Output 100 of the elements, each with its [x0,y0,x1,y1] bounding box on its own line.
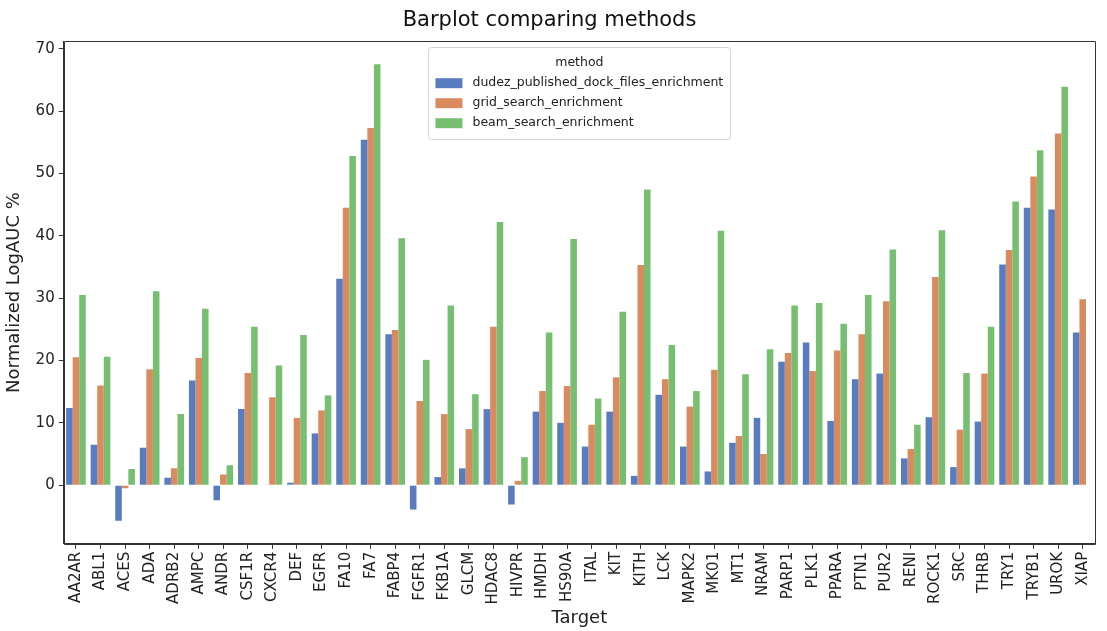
legend-label: beam_search_enrichment [472,114,634,130]
x-tick-label: MK01 [704,551,723,594]
x-tick-label: LCK [655,550,674,581]
x-tick-label: FKB1A [434,551,453,601]
bar [423,359,430,485]
bar [809,371,816,485]
bar [79,295,86,485]
bar [662,379,669,485]
bar [588,424,595,485]
bar [416,401,424,485]
bar [883,301,890,485]
bar [693,391,700,485]
x-axis-title: Target [550,605,608,627]
x-tick-label: SRC [949,551,968,582]
bar [753,417,761,485]
bar [612,377,620,485]
bar [514,480,522,485]
bar [766,349,774,485]
bar [1030,176,1037,485]
bar [981,373,988,485]
bar [177,414,185,485]
x-tick-label: AA2AR [65,551,84,603]
x-tick-label: DEF [286,551,305,582]
bar [409,485,417,510]
bar [373,64,381,485]
bar [434,477,442,485]
bar [827,420,834,485]
x-tick-label: UROK [1048,550,1067,595]
x-tick-label: HIVPR [507,551,526,598]
bar [521,457,528,485]
x-tick-label: FABP4 [385,551,404,599]
bar [742,374,749,485]
bar [300,334,307,485]
bar [833,350,841,485]
bar [188,380,196,485]
x-tick-label: KITH [630,551,649,587]
bar [195,357,203,485]
bar [532,411,540,485]
bar [226,465,234,485]
bar [90,444,98,485]
x-tick-label: NRAM [753,551,772,597]
x-tick-label: ITAL [581,551,600,583]
bar [925,417,933,485]
x-tick-label: ROCK1 [925,551,944,604]
legend-title: method [555,54,604,70]
bar [336,278,343,485]
bar [963,372,970,485]
bar [539,391,546,485]
x-tick-label: PPARA [827,551,846,600]
bar [760,454,767,485]
bar [570,238,577,485]
bar [686,406,694,485]
x-tick-label: ANDR [213,551,232,596]
bar [557,422,564,485]
bar [385,334,392,485]
bar [999,264,1006,485]
x-tick-label: TRYB1 [1023,551,1042,601]
bar [858,334,865,485]
bar [139,447,147,485]
x-tick-label: PARP1 [777,551,796,600]
bar [490,326,497,485]
bar [97,385,104,485]
bar [1072,332,1080,485]
bar [496,222,504,485]
bar [360,139,368,485]
bar [128,468,135,485]
bar [680,446,687,485]
bar [655,394,663,485]
x-tick-label: CSF1R [237,551,256,601]
bar [447,305,455,485]
bar [987,326,995,485]
x-tick-label: PUR2 [876,551,895,592]
legend-label: dudez_published_dock_files_enrichment [472,74,724,90]
bar [956,429,964,485]
bar [1012,201,1019,485]
bar [644,189,651,485]
bar [914,424,921,485]
bar [865,295,872,485]
bar [318,410,325,485]
bar [391,329,399,485]
x-tick-label: FGFR1 [409,551,428,601]
bar [889,249,897,485]
bar [563,386,571,485]
bar [735,435,743,485]
x-tick-label: FA7 [360,551,379,579]
x-tick-label: TRY1 [998,551,1017,591]
bar [901,458,908,485]
x-tick-label: HDAC8 [483,551,502,605]
x-tick-label: THRB [974,551,993,594]
y-axis-title: Normalized LogAUC % [2,192,24,393]
bar [545,332,553,485]
bar [72,357,80,485]
bar [441,414,448,485]
bar [66,407,73,485]
x-tick-label: HMDH [532,551,551,599]
y-tick-label: 10 [35,412,55,431]
bar [840,323,847,485]
bar [876,373,884,485]
bar [146,369,153,485]
x-tick-label: FA10 [335,551,354,589]
